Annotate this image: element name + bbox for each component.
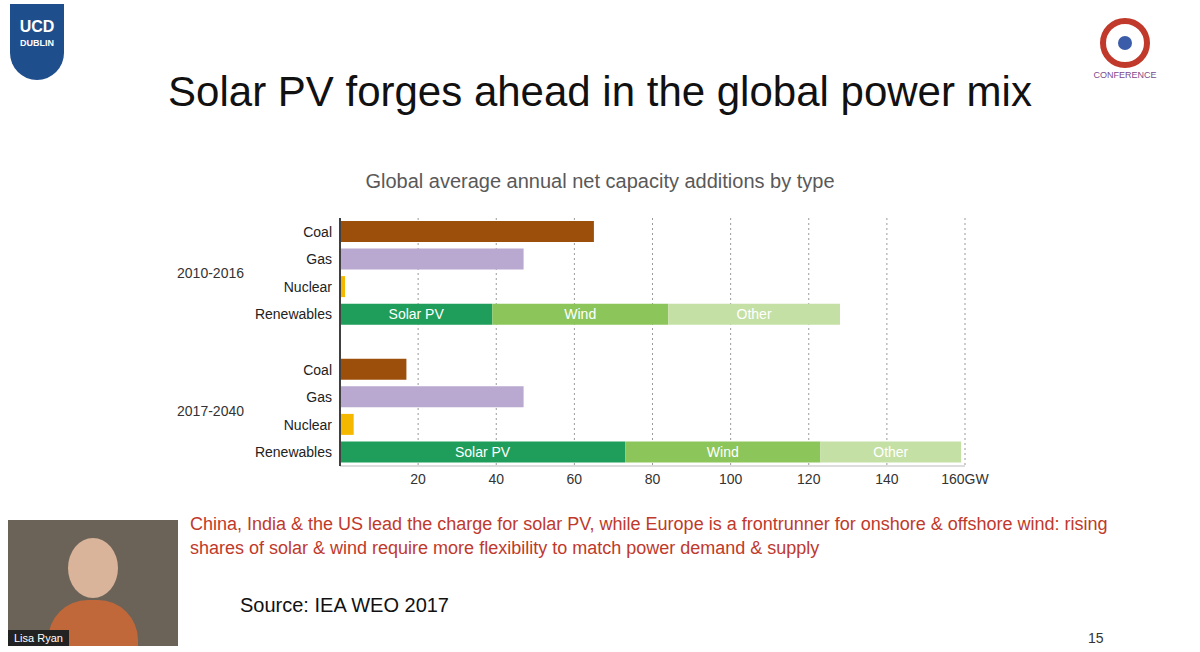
svg-text:Renewables: Renewables bbox=[255, 444, 332, 460]
svg-text:Other: Other bbox=[737, 306, 772, 322]
html-text:China, India & the US lead the: China, India & the US lead the charge fo… bbox=[190, 514, 1108, 558]
svg-text:80: 80 bbox=[645, 471, 661, 487]
html-text:2017-2040: 2017-2040 bbox=[177, 402, 244, 419]
svg-text:Gas: Gas bbox=[306, 389, 332, 405]
svg-text:Coal: Coal bbox=[303, 224, 332, 240]
html-text:Lisa Ryan: Lisa Ryan bbox=[14, 632, 63, 644]
svg-text:Other: Other bbox=[873, 444, 908, 460]
svg-text:100: 100 bbox=[719, 471, 743, 487]
svg-text:Coal: Coal bbox=[303, 362, 332, 378]
html-text:15: 15 bbox=[1088, 630, 1104, 646]
svg-text:40: 40 bbox=[488, 471, 504, 487]
svg-text:Nuclear: Nuclear bbox=[284, 279, 333, 295]
svg-text:60: 60 bbox=[567, 471, 583, 487]
svg-text:Solar PV: Solar PV bbox=[389, 306, 445, 322]
svg-text:20: 20 bbox=[410, 471, 426, 487]
html-text:UCD: UCD bbox=[19, 18, 55, 35]
html-text:CONFERENCE: CONFERENCE bbox=[1093, 70, 1157, 80]
svg-text:Wind: Wind bbox=[564, 306, 596, 322]
svg-text:Nuclear: Nuclear bbox=[284, 417, 333, 433]
svg-text:140: 140 bbox=[875, 471, 899, 487]
svg-text:Gas: Gas bbox=[306, 251, 332, 267]
html-text:Global average annual net capa: Global average annual net capacity addit… bbox=[365, 170, 835, 192]
svg-text:160GW: 160GW bbox=[941, 471, 989, 487]
svg-text:Wind: Wind bbox=[707, 444, 739, 460]
svg-text:Solar PV: Solar PV bbox=[455, 444, 511, 460]
svg-text:120: 120 bbox=[797, 471, 821, 487]
html-text:2010-2016: 2010-2016 bbox=[177, 265, 244, 282]
html-text:DUBLIN: DUBLIN bbox=[20, 38, 54, 48]
html-text:Solar PV forges ahead in the g: Solar PV forges ahead in the global powe… bbox=[168, 68, 1032, 115]
html-text:Source: IEA WEO 2017: Source: IEA WEO 2017 bbox=[240, 594, 449, 616]
svg-text:Renewables: Renewables bbox=[255, 306, 332, 322]
